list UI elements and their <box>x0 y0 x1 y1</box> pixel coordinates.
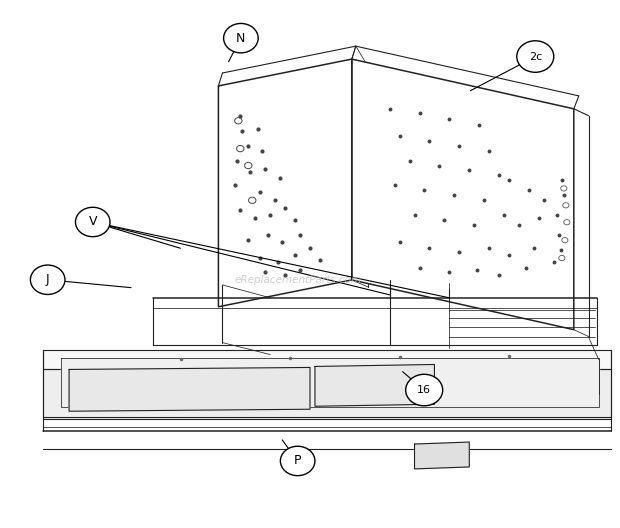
Text: 16: 16 <box>417 385 431 395</box>
Polygon shape <box>315 364 435 406</box>
Polygon shape <box>415 442 469 469</box>
Text: eReplacementParts.com: eReplacementParts.com <box>234 275 361 285</box>
Text: P: P <box>294 455 301 467</box>
Text: J: J <box>46 274 50 286</box>
Polygon shape <box>218 59 352 307</box>
Polygon shape <box>352 59 574 329</box>
Polygon shape <box>61 357 599 407</box>
Circle shape <box>76 208 110 237</box>
Text: N: N <box>236 32 246 45</box>
Text: 2c: 2c <box>529 52 542 62</box>
Polygon shape <box>43 350 611 370</box>
Polygon shape <box>43 370 611 419</box>
Circle shape <box>30 265 65 295</box>
Circle shape <box>280 446 315 476</box>
Circle shape <box>224 23 258 53</box>
Circle shape <box>516 41 554 72</box>
Circle shape <box>405 374 443 406</box>
Polygon shape <box>69 367 310 411</box>
Text: V: V <box>89 215 97 229</box>
